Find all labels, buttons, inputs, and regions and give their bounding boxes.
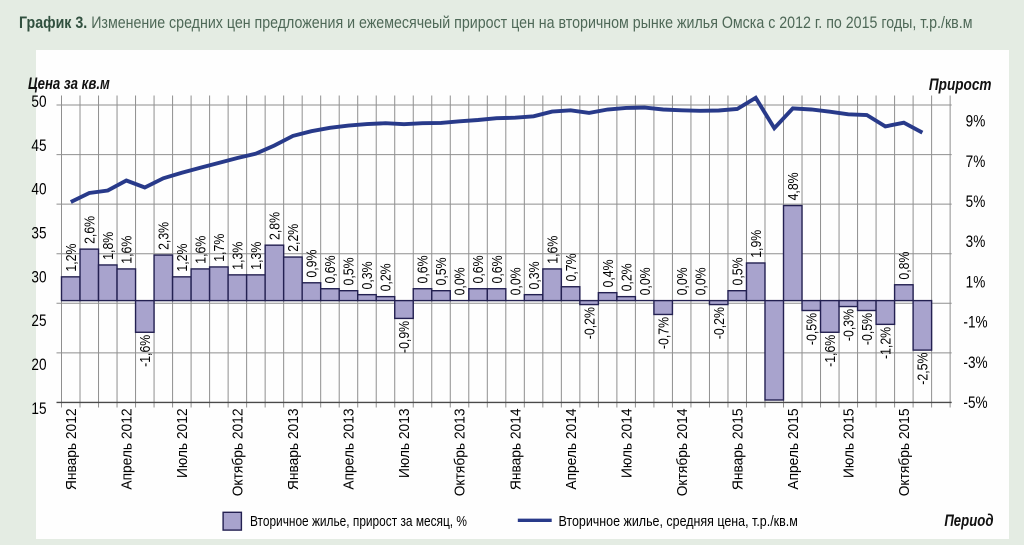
svg-text:Апрель 2014: Апрель 2014 — [562, 408, 578, 489]
svg-text:1,6%: 1,6% — [544, 236, 560, 264]
svg-text:2,6%: 2,6% — [81, 216, 97, 244]
svg-text:Вторичное жилье, прирост за ме: Вторичное жилье, прирост за месяц, % — [250, 513, 467, 529]
svg-text:-1,6%: -1,6% — [137, 335, 153, 367]
svg-text:-0,2%: -0,2% — [711, 307, 727, 339]
svg-text:1,2%: 1,2% — [63, 244, 79, 272]
svg-text:0,0%: 0,0% — [452, 267, 468, 295]
svg-text:1,6%: 1,6% — [118, 236, 134, 264]
svg-text:30: 30 — [31, 268, 46, 287]
svg-text:0,0%: 0,0% — [674, 267, 690, 295]
svg-text:1%: 1% — [966, 273, 986, 292]
svg-text:0,2%: 0,2% — [618, 263, 634, 291]
svg-text:0,3%: 0,3% — [526, 261, 542, 289]
svg-text:45: 45 — [31, 136, 46, 155]
svg-text:0,0%: 0,0% — [507, 267, 523, 295]
svg-text:0,2%: 0,2% — [378, 263, 394, 291]
svg-text:1,8%: 1,8% — [100, 232, 116, 260]
svg-text:0,7%: 0,7% — [563, 253, 579, 281]
svg-text:Цена за кв.м: Цена за кв.м — [28, 75, 110, 94]
svg-text:3%: 3% — [966, 233, 986, 252]
svg-text:1,9%: 1,9% — [748, 230, 764, 258]
svg-text:Июль 2012: Июль 2012 — [174, 408, 190, 478]
svg-text:-0,9%: -0,9% — [396, 321, 412, 353]
svg-text:35: 35 — [31, 224, 46, 243]
svg-text:40: 40 — [31, 180, 46, 199]
svg-text:-1,2%: -1,2% — [877, 327, 893, 359]
svg-text:-5%: -5% — [963, 394, 987, 413]
svg-text:Апрель 2013: Апрель 2013 — [340, 408, 356, 489]
svg-text:-0,2%: -0,2% — [581, 307, 597, 339]
svg-text:0,6%: 0,6% — [415, 255, 431, 283]
svg-text:-3%: -3% — [963, 353, 987, 372]
svg-text:0,6%: 0,6% — [489, 255, 505, 283]
svg-text:9%: 9% — [966, 112, 986, 131]
svg-text:0,3%: 0,3% — [359, 261, 375, 289]
svg-text:Апрель 2012: Апрель 2012 — [118, 408, 134, 489]
svg-text:0,9%: 0,9% — [303, 250, 319, 278]
svg-text:-1,6%: -1,6% — [822, 335, 838, 367]
svg-text:Октябрь 2015: Октябрь 2015 — [896, 408, 912, 496]
svg-text:Вторичное жилье, средняя цена,: Вторичное жилье, средняя цена, т.р./кв.м — [559, 513, 798, 529]
svg-text:2,3%: 2,3% — [155, 222, 171, 250]
svg-text:Апрель 2015: Апрель 2015 — [785, 408, 801, 489]
svg-text:0,5%: 0,5% — [729, 257, 745, 285]
svg-text:0,6%: 0,6% — [470, 255, 486, 283]
svg-text:Октябрь 2014: Октябрь 2014 — [674, 408, 690, 496]
svg-text:Период: Период — [944, 512, 993, 531]
svg-text:-2,5%: -2,5% — [914, 353, 930, 385]
svg-text:Июль 2013: Июль 2013 — [396, 408, 412, 478]
svg-text:5%: 5% — [966, 193, 986, 212]
svg-text:1,2%: 1,2% — [174, 244, 190, 272]
svg-text:0,5%: 0,5% — [341, 257, 357, 285]
svg-text:0,5%: 0,5% — [433, 257, 449, 285]
svg-text:4,8%: 4,8% — [785, 172, 801, 200]
svg-text:Октябрь 2012: Октябрь 2012 — [229, 408, 245, 496]
svg-text:0,4%: 0,4% — [600, 259, 616, 287]
svg-text:Январь 2014: Январь 2014 — [507, 408, 523, 490]
svg-text:0,8%: 0,8% — [896, 252, 912, 280]
svg-text:Январь 2012: Январь 2012 — [63, 408, 79, 490]
svg-text:Октябрь 2013: Октябрь 2013 — [451, 408, 467, 496]
svg-text:Июль 2015: Июль 2015 — [840, 408, 856, 478]
svg-text:20: 20 — [31, 356, 46, 375]
svg-text:1,3%: 1,3% — [229, 242, 245, 270]
svg-text:Январь 2013: Январь 2013 — [285, 408, 301, 490]
svg-text:0,6%: 0,6% — [322, 255, 338, 283]
svg-text:50: 50 — [31, 93, 46, 112]
svg-text:25: 25 — [31, 312, 46, 331]
svg-text:0,0%: 0,0% — [637, 267, 653, 295]
svg-text:Июль 2014: Июль 2014 — [618, 408, 634, 478]
svg-text:2,8%: 2,8% — [266, 212, 282, 240]
svg-text:0,0%: 0,0% — [692, 267, 708, 295]
svg-text:-0,7%: -0,7% — [655, 317, 671, 349]
svg-text:1,6%: 1,6% — [192, 236, 208, 264]
svg-text:-1%: -1% — [963, 313, 987, 332]
svg-text:-0,5%: -0,5% — [859, 313, 875, 345]
svg-text:-0,5%: -0,5% — [803, 313, 819, 345]
svg-text:2,2%: 2,2% — [285, 224, 301, 252]
svg-text:1,3%: 1,3% — [248, 242, 264, 270]
svg-text:-0,3%: -0,3% — [840, 309, 856, 341]
svg-text:1,7%: 1,7% — [211, 234, 227, 262]
svg-text:15: 15 — [31, 400, 46, 419]
svg-text:7%: 7% — [966, 152, 986, 171]
svg-text:Январь 2015: Январь 2015 — [729, 408, 745, 490]
svg-text:Прирост: Прирост — [929, 76, 992, 95]
